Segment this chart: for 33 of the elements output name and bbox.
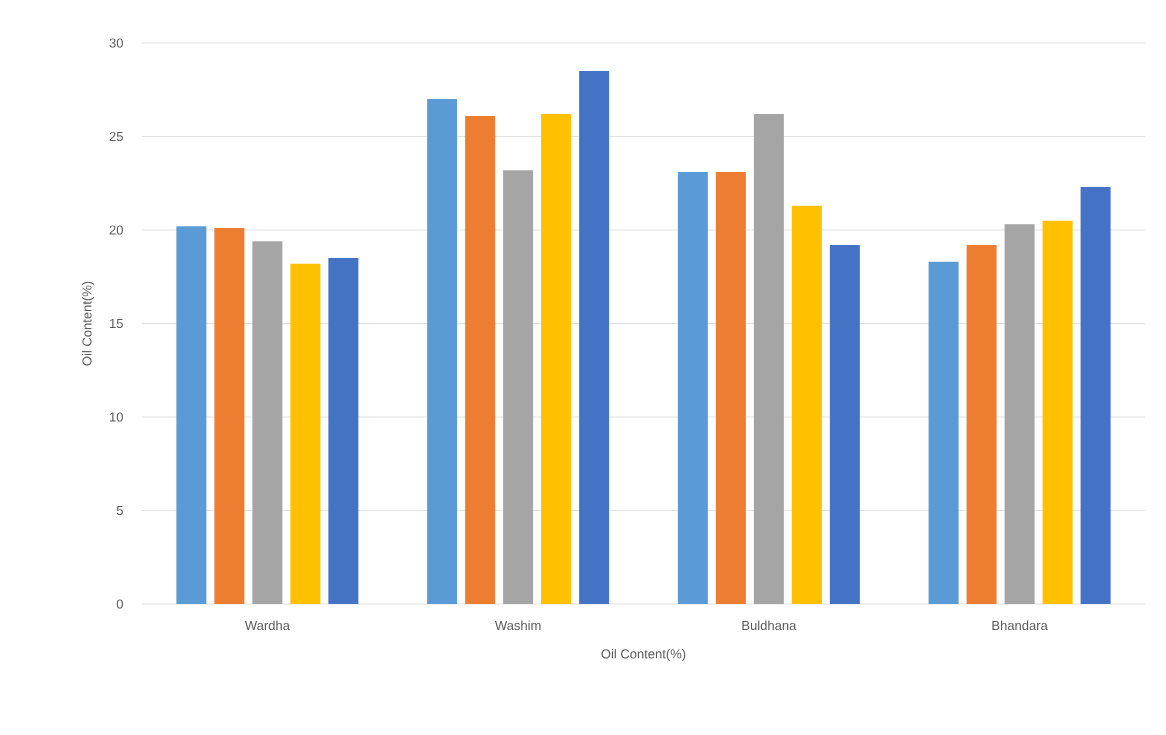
bar bbox=[1042, 220, 1073, 604]
y-tick-label: 15 bbox=[110, 318, 123, 329]
bar bbox=[579, 71, 610, 604]
bar bbox=[503, 170, 534, 604]
y-tick-label: 10 bbox=[110, 412, 123, 422]
y-tick-label: 20 bbox=[109, 225, 123, 235]
bar bbox=[328, 258, 359, 604]
bar bbox=[541, 114, 572, 604]
bar bbox=[252, 241, 283, 604]
bar bbox=[290, 263, 321, 604]
bar bbox=[791, 205, 822, 604]
bar bbox=[677, 172, 708, 604]
bar bbox=[176, 226, 207, 604]
x-tick-label: Bhandara bbox=[992, 620, 1048, 631]
x-tick-label: Buldhana bbox=[742, 620, 797, 631]
bar bbox=[928, 261, 959, 604]
bar bbox=[1080, 186, 1111, 604]
bar bbox=[966, 244, 997, 604]
bar bbox=[427, 99, 458, 604]
x-axis-title: Oil Content(%) bbox=[601, 648, 686, 662]
y-tick-label: 25 bbox=[109, 131, 123, 142]
y-tick-label: 30 bbox=[109, 38, 123, 48]
y-axis-title: Oil Content(%) bbox=[82, 281, 95, 366]
x-tick-label: Wardha bbox=[244, 620, 290, 631]
bar bbox=[715, 172, 746, 604]
bar bbox=[1004, 224, 1035, 604]
bar bbox=[829, 244, 860, 604]
y-tick-label: 5 bbox=[116, 505, 123, 516]
bar bbox=[753, 114, 784, 604]
y-tick-label: 0 bbox=[116, 599, 123, 609]
bar bbox=[465, 115, 496, 604]
x-tick-label: Washim bbox=[494, 620, 541, 631]
bar bbox=[214, 228, 245, 604]
